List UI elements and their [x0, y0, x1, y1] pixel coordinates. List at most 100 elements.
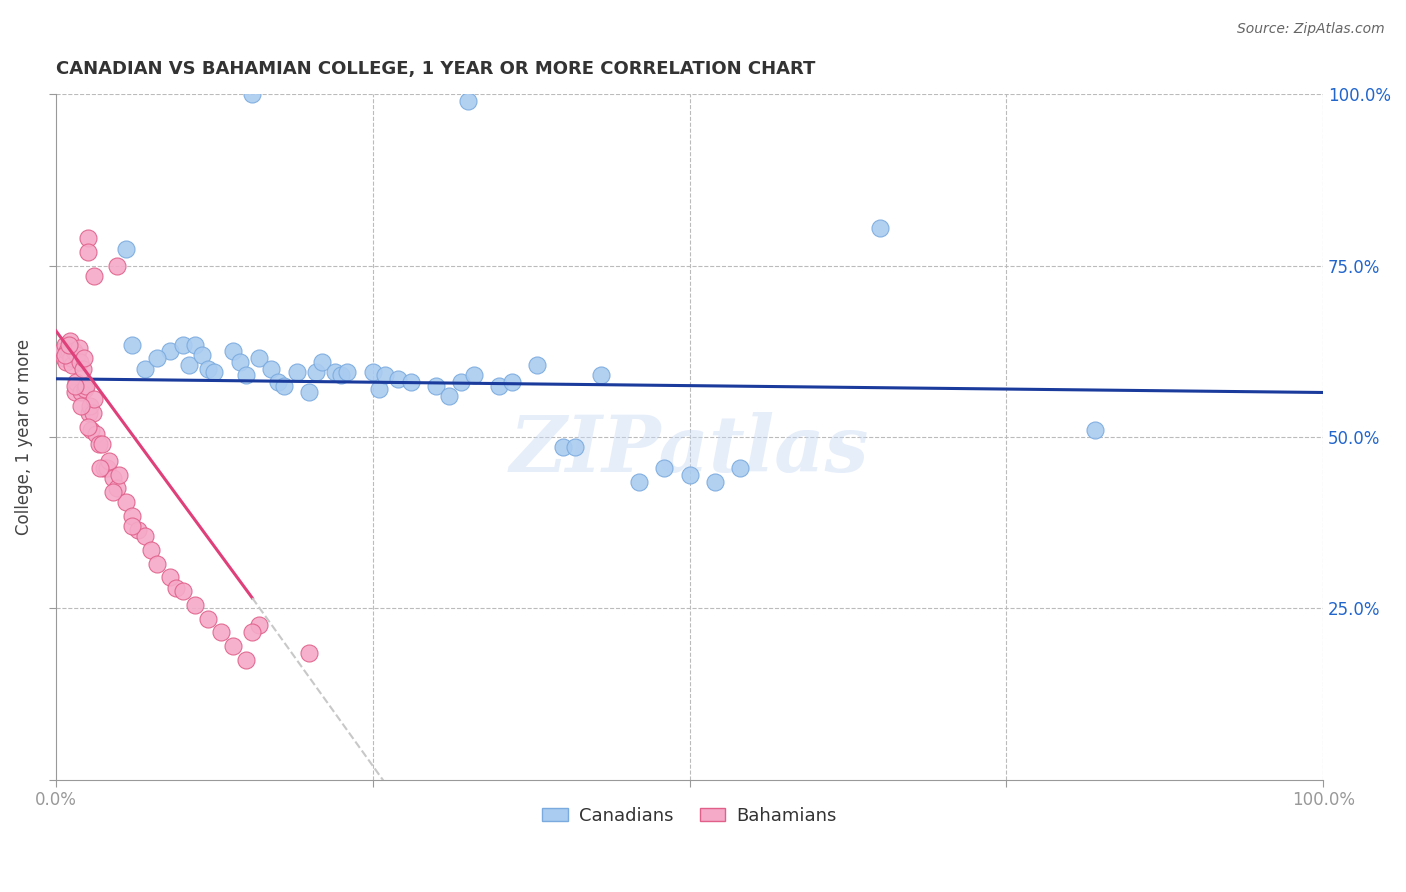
Point	[73, 382, 96, 396]
Point	[399, 375, 422, 389]
Point	[368, 382, 391, 396]
Point	[703, 475, 725, 489]
Point	[165, 581, 187, 595]
Point	[457, 95, 479, 109]
Point	[127, 523, 149, 537]
Point	[134, 361, 156, 376]
Point	[222, 344, 245, 359]
Point	[305, 365, 328, 379]
Point	[53, 337, 76, 351]
Point	[63, 378, 86, 392]
Point	[76, 419, 98, 434]
Point	[87, 437, 110, 451]
Point	[73, 351, 96, 366]
Point	[70, 385, 93, 400]
Point	[374, 368, 396, 383]
Point	[86, 426, 108, 441]
Text: ZIPatlas: ZIPatlas	[510, 412, 869, 489]
Point	[437, 389, 460, 403]
Point	[564, 440, 586, 454]
Point	[63, 385, 86, 400]
Point	[228, 354, 250, 368]
Point	[108, 467, 131, 482]
Point	[52, 351, 75, 366]
Point	[121, 337, 143, 351]
Point	[260, 361, 283, 376]
Point	[678, 467, 700, 482]
Point	[222, 639, 245, 653]
Point	[53, 348, 76, 362]
Point	[65, 375, 87, 389]
Point	[72, 361, 94, 376]
Point	[59, 334, 82, 348]
Point	[56, 344, 79, 359]
Point	[323, 365, 346, 379]
Point	[551, 440, 574, 454]
Point	[172, 584, 194, 599]
Point	[101, 484, 124, 499]
Point	[114, 495, 136, 509]
Point	[134, 529, 156, 543]
Point	[69, 354, 91, 368]
Point	[209, 625, 232, 640]
Point	[62, 344, 84, 359]
Point	[526, 358, 548, 372]
Point	[728, 461, 751, 475]
Point	[58, 344, 80, 359]
Point	[298, 646, 321, 660]
Point	[172, 337, 194, 351]
Point	[83, 268, 105, 283]
Point	[387, 372, 409, 386]
Point	[60, 351, 83, 366]
Point	[139, 543, 162, 558]
Point	[240, 87, 263, 102]
Point	[1084, 423, 1107, 437]
Point	[66, 348, 89, 362]
Point	[67, 341, 90, 355]
Point	[202, 365, 225, 379]
Point	[589, 368, 612, 383]
Point	[247, 351, 270, 366]
Point	[240, 625, 263, 640]
Point	[79, 399, 101, 413]
Point	[101, 471, 124, 485]
Point	[159, 570, 181, 584]
Point	[76, 245, 98, 260]
Point	[273, 378, 295, 392]
Point	[60, 358, 83, 372]
Point	[197, 611, 219, 625]
Point	[51, 344, 73, 359]
Point	[177, 358, 200, 372]
Point	[89, 461, 111, 475]
Point	[190, 348, 212, 362]
Point	[266, 375, 288, 389]
Point	[450, 375, 472, 389]
Point	[70, 399, 93, 413]
Point	[298, 385, 321, 400]
Point	[652, 461, 675, 475]
Point	[82, 406, 104, 420]
Point	[58, 337, 80, 351]
Point	[96, 461, 118, 475]
Point	[90, 437, 112, 451]
Point	[463, 368, 485, 383]
Point	[235, 653, 257, 667]
Point	[77, 406, 100, 420]
Point	[488, 378, 510, 392]
Point	[121, 519, 143, 533]
Point	[76, 231, 98, 245]
Point	[93, 461, 115, 475]
Point	[235, 368, 257, 383]
Point	[184, 337, 207, 351]
Point	[311, 354, 333, 368]
Point	[247, 618, 270, 632]
Point	[98, 454, 121, 468]
Point	[184, 598, 207, 612]
Point	[105, 482, 128, 496]
Point	[361, 365, 384, 379]
Point	[114, 242, 136, 256]
Point	[55, 354, 77, 368]
Point	[336, 365, 359, 379]
Legend: Canadians, Bahamians: Canadians, Bahamians	[536, 800, 844, 832]
Point	[159, 344, 181, 359]
